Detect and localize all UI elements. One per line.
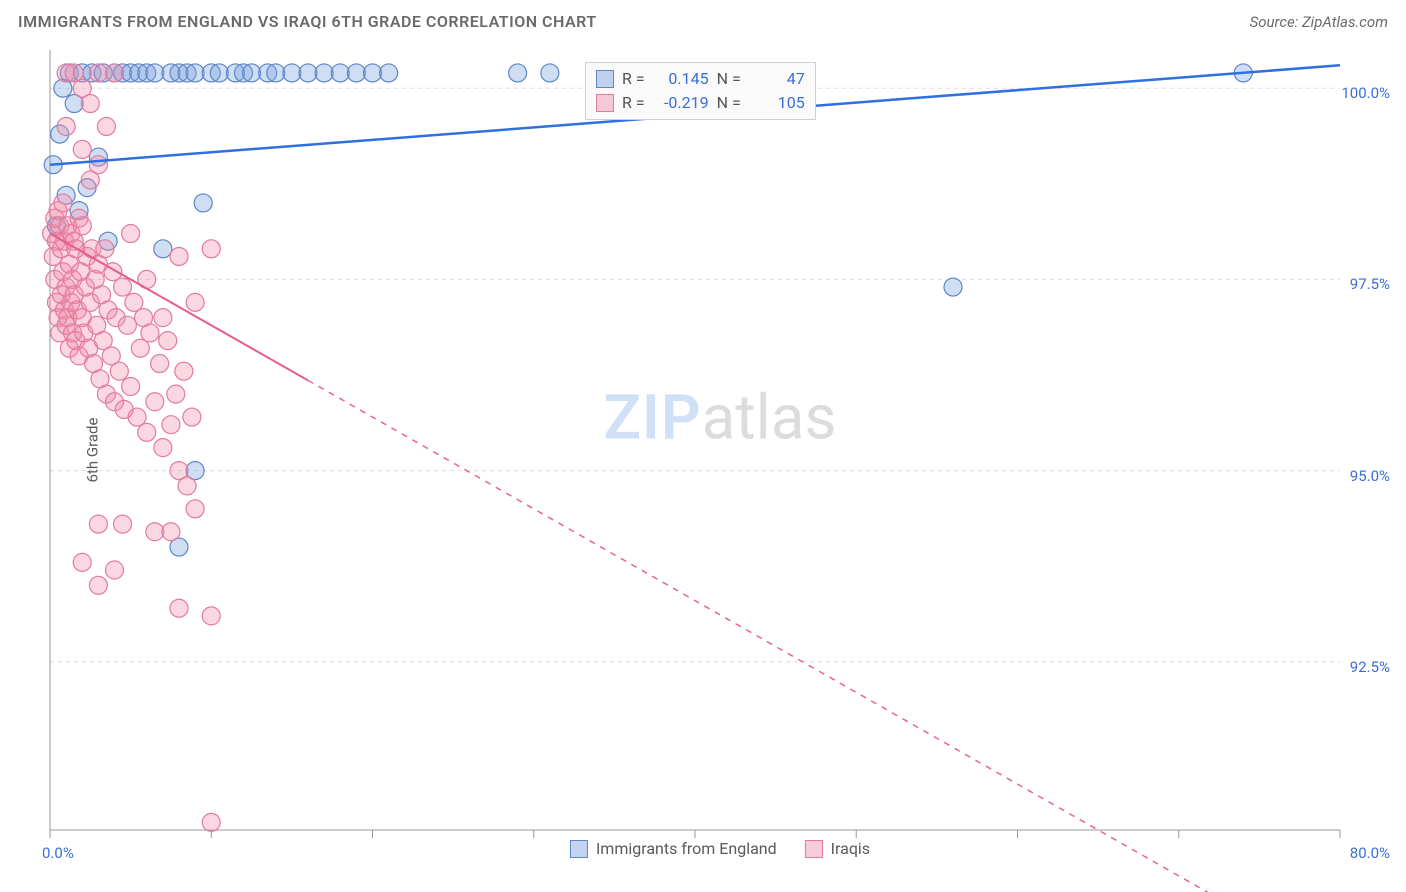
swatch-icon (805, 840, 823, 858)
x-tick-label: 0.0% (42, 844, 74, 862)
r-label: R = (622, 67, 645, 91)
r-value: 0.145 (653, 67, 709, 91)
legend-item-1[interactable]: Iraqis (805, 839, 870, 858)
chart-title: IMMIGRANTS FROM ENGLAND VS IRAQI 6TH GRA… (18, 12, 597, 31)
y-tick-label: 100.0% (1341, 84, 1390, 102)
r-value: -0.219 (653, 91, 709, 115)
n-label: N = (717, 91, 741, 115)
swatch-icon (596, 94, 614, 112)
swatch-icon (596, 70, 614, 88)
stats-row-1: R = -0.219 N = 105 (596, 91, 805, 115)
y-tick-label: 95.0% (1350, 467, 1390, 485)
y-tick-label: 92.5% (1350, 658, 1390, 676)
n-value: 47 (749, 67, 805, 91)
legend-item-0[interactable]: Immigrants from England (570, 839, 777, 858)
n-value: 105 (749, 91, 805, 115)
title-bar: IMMIGRANTS FROM ENGLAND VS IRAQI 6TH GRA… (18, 12, 1388, 31)
legend-label: Immigrants from England (596, 839, 777, 858)
stats-row-0: R = 0.145 N = 47 (596, 67, 805, 91)
swatch-icon (570, 840, 588, 858)
x-tick-label: 80.0% (1350, 844, 1390, 862)
correlation-stats-box: R = 0.145 N = 47 R = -0.219 N = 105 (585, 62, 816, 120)
legend-label: Iraqis (831, 839, 870, 858)
chart-area: 6th Grade ZIPatlas R =0.145N =47R =-0.21… (50, 50, 1390, 850)
y-tick-label: 97.5% (1350, 275, 1390, 293)
r-label: R = (622, 91, 645, 115)
scatter-plot (50, 50, 1340, 830)
legend: Immigrants from England Iraqis (570, 839, 870, 858)
source-label: Source: ZipAtlas.com (1250, 13, 1388, 31)
n-label: N = (717, 67, 741, 91)
